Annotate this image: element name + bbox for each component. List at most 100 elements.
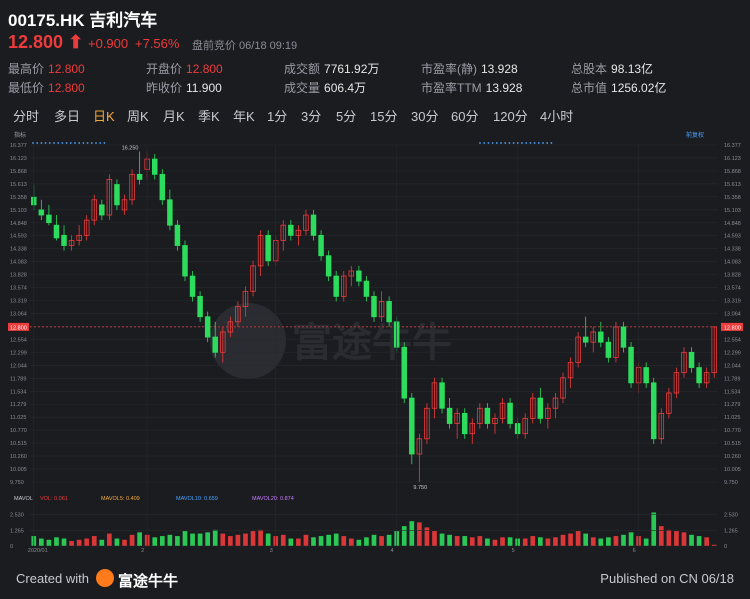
candle-body <box>91 199 98 221</box>
volume-bar <box>296 538 301 546</box>
tab-5min[interactable]: 5分 <box>336 109 357 124</box>
tab-month-k[interactable]: 月K <box>163 109 185 124</box>
volume-bar <box>711 544 717 546</box>
kline-chart[interactable]: 富途牛牛 16.377 16.377 16.123 16.123 15.868 15.86… <box>0 128 750 558</box>
tab-multiday[interactable]: 多日 <box>54 109 81 124</box>
candle-body <box>658 412 665 440</box>
dividend-marker <box>53 142 55 144</box>
stat-market-cap: 总市值 1256.02亿 <box>571 81 667 95</box>
tab-day-k[interactable]: 日K <box>93 109 115 124</box>
candle-body <box>628 346 634 384</box>
candle-body <box>310 214 317 236</box>
x-tick-label: 5 <box>512 548 515 554</box>
candle-body <box>469 423 476 435</box>
volume-bar <box>477 536 483 546</box>
y-tick-right: 10.260 <box>724 454 741 460</box>
y-tick-right: 12.299 <box>724 350 741 356</box>
tab-3min[interactable]: 3分 <box>301 109 322 124</box>
candle-body <box>409 397 415 455</box>
volume-bar <box>326 534 331 546</box>
volume-bar <box>76 539 82 546</box>
volume-bar <box>341 536 347 546</box>
y-tick-right: 15.358 <box>724 195 741 201</box>
volume-bar <box>537 537 543 546</box>
volume-bar <box>424 527 430 546</box>
tab-4hour[interactable]: 4小时 <box>540 109 574 124</box>
candle-body <box>257 234 264 267</box>
candle-body <box>250 265 256 292</box>
y-tick-left: 14.338 <box>10 247 27 253</box>
candle-body <box>598 331 604 343</box>
candle-body <box>484 407 491 424</box>
y-tick-right: 15.868 <box>724 169 741 175</box>
y-tick-right: 13.064 <box>724 311 741 317</box>
tab-year-k[interactable]: 年K <box>233 109 255 124</box>
y-tick-left: 13.319 <box>10 299 27 305</box>
candle-body <box>204 316 211 338</box>
volume-bar <box>666 529 672 546</box>
dividend-marker <box>537 142 540 144</box>
tab-60min[interactable]: 60分 <box>451 109 479 124</box>
candle-body <box>53 224 60 239</box>
brand-name: 富途牛牛 <box>118 573 179 590</box>
volume-tick-right: 2.530 <box>724 513 738 519</box>
candle-body <box>431 382 438 409</box>
volume-bar <box>696 536 702 546</box>
volume-bar <box>417 522 422 546</box>
candle-body <box>280 224 287 241</box>
volume-bar <box>288 538 294 546</box>
y-tick-left: 13.064 <box>10 311 27 317</box>
x-tick-label: 2 <box>141 548 144 554</box>
candle-body <box>242 290 249 307</box>
tab-15min[interactable]: 15分 <box>370 109 398 124</box>
volume-bar <box>575 531 581 546</box>
candle-body <box>703 372 710 384</box>
volume-bar <box>258 529 263 546</box>
y-tick-right: 14.848 <box>724 221 741 227</box>
volume-bar <box>333 533 339 546</box>
candle-body <box>152 158 158 175</box>
tab-week-k[interactable]: 周K <box>127 109 149 124</box>
candle-body <box>38 209 45 216</box>
y-tick-right: 12.554 <box>724 337 741 343</box>
candle-body <box>461 412 468 435</box>
y-tick-left: 11.025 <box>10 415 26 421</box>
stat-high: 最高价 12.800 <box>8 62 85 76</box>
volume-bar <box>704 537 710 546</box>
candle-body <box>303 214 309 231</box>
stat-volume: 成交量 606.4万 <box>284 81 367 95</box>
tab-intraday[interactable]: 分时 <box>13 109 40 124</box>
tab-quarter-k[interactable]: 季K <box>198 109 220 124</box>
volume-bar <box>379 536 384 546</box>
candle-body <box>681 351 687 374</box>
candle-body <box>341 275 347 297</box>
y-tick-right: 10.770 <box>724 428 741 434</box>
y-tick-right: 9.750 <box>724 480 738 486</box>
candle-body <box>545 407 551 419</box>
y-tick-left: 13.828 <box>10 273 27 279</box>
volume-bar <box>606 537 611 546</box>
candle-body <box>492 418 498 424</box>
volume-legend: MAVOL VOL: 0.061 MAVOL5: 0.409 MAVOL10: 0.6… <box>14 496 294 502</box>
volume-axis: 2.530 2.530 1.265 1.265 0 0 <box>10 513 738 550</box>
volume-bar <box>500 537 505 546</box>
dividend-marker <box>508 142 511 144</box>
y-tick-right: 14.593 <box>724 234 741 240</box>
adjust-label[interactable]: 前复权 <box>686 131 704 139</box>
tab-120min[interactable]: 120分 <box>493 109 528 124</box>
y-tick-left: 11.279 <box>10 402 26 408</box>
volume-bar <box>658 526 664 546</box>
volume-bar <box>401 526 407 546</box>
stat-turnover: 成交额 7761.92万 <box>284 62 380 76</box>
x-tick-label: 6 <box>633 548 636 554</box>
indicator-label[interactable]: 指标 <box>14 131 26 139</box>
tab-30min[interactable]: 30分 <box>411 109 439 124</box>
volume-bar <box>167 534 173 546</box>
tab-1min[interactable]: 1分 <box>267 109 288 124</box>
candle-body <box>643 367 649 384</box>
volume-bar <box>54 537 59 546</box>
dividend-marker <box>542 142 544 144</box>
candle-body <box>106 179 113 216</box>
candle-body <box>288 224 294 236</box>
volume-bar <box>69 541 74 546</box>
